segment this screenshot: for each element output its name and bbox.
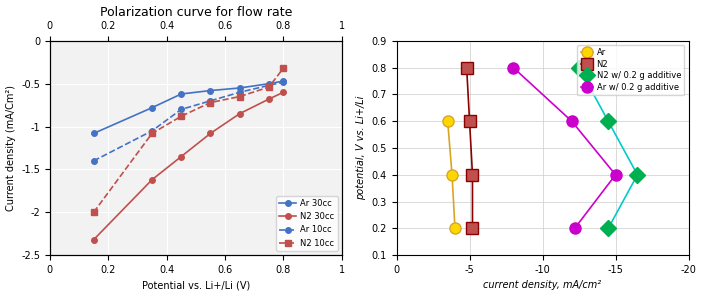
N2 30cc	[265, 97, 273, 101]
Line: N2 30cc: N2 30cc	[91, 89, 286, 242]
Ar 30cc	[89, 132, 98, 135]
Line: Ar w/ 0.2 g additive: Ar w/ 0.2 g additive	[508, 62, 621, 234]
Ar 10cc	[235, 91, 244, 94]
Legend: Ar, N2, N2 w/ 0.2 g additive, Ar w/ 0.2 g additive: Ar, N2, N2 w/ 0.2 g additive, Ar w/ 0.2 …	[577, 45, 684, 95]
N2 w/ 0.2 g additive	[604, 119, 612, 123]
Ar 10cc	[265, 84, 273, 87]
N2 10cc	[206, 101, 215, 104]
N2	[468, 173, 477, 177]
Line: N2 10cc: N2 10cc	[91, 65, 286, 215]
N2 10cc	[265, 85, 273, 89]
Ar 10cc	[177, 108, 185, 111]
N2	[468, 227, 477, 230]
Ar	[448, 173, 456, 177]
N2	[465, 119, 474, 123]
Ar 10cc	[89, 159, 98, 163]
Line: Ar: Ar	[442, 116, 461, 234]
Line: Ar 30cc: Ar 30cc	[91, 78, 286, 136]
N2	[463, 66, 471, 69]
Line: N2: N2	[461, 62, 478, 234]
N2 w/ 0.2 g additive	[633, 173, 642, 177]
Ar 30cc	[235, 86, 244, 90]
Ar w/ 0.2 g additive	[567, 119, 576, 123]
Ar 30cc	[148, 106, 157, 110]
Ar 30cc	[265, 82, 273, 86]
Ar	[444, 119, 452, 123]
Ar	[451, 227, 459, 230]
Ar 10cc	[206, 99, 215, 103]
Y-axis label: Current density (mA/Cm²): Current density (mA/Cm²)	[6, 85, 15, 211]
N2 30cc	[279, 91, 288, 94]
X-axis label: Potential vs. Li+/Li (V): Potential vs. Li+/Li (V)	[142, 280, 250, 290]
Ar w/ 0.2 g additive	[611, 173, 620, 177]
Line: Ar 10cc: Ar 10cc	[91, 79, 286, 164]
Y-axis label: potential, V vs. Li+/Li: potential, V vs. Li+/Li	[356, 96, 366, 200]
N2 w/ 0.2 g additive	[575, 66, 583, 69]
Ar 10cc	[148, 129, 157, 133]
Ar w/ 0.2 g additive	[509, 66, 517, 69]
Ar 30cc	[206, 89, 215, 92]
Legend: Ar 30cc, N2 30cc, Ar 10cc, N2 10cc: Ar 30cc, N2 30cc, Ar 10cc, N2 10cc	[276, 196, 338, 251]
N2 10cc	[235, 95, 244, 98]
N2 10cc	[148, 132, 157, 135]
N2 30cc	[177, 155, 185, 158]
N2 10cc	[279, 67, 288, 70]
N2 10cc	[89, 210, 98, 214]
Ar 10cc	[279, 80, 288, 84]
N2 30cc	[206, 132, 215, 135]
N2 30cc	[89, 238, 98, 242]
Title: Polarization curve for flow rate: Polarization curve for flow rate	[100, 6, 292, 19]
Ar 30cc	[279, 79, 288, 83]
Ar 30cc	[177, 92, 185, 96]
N2 w/ 0.2 g additive	[604, 227, 612, 230]
N2 10cc	[177, 115, 185, 118]
Ar w/ 0.2 g additive	[571, 227, 579, 230]
N2 30cc	[148, 178, 157, 181]
X-axis label: current density, mA/cm²: current density, mA/cm²	[484, 280, 602, 290]
N2 30cc	[235, 112, 244, 115]
Line: N2 w/ 0.2 g additive: N2 w/ 0.2 g additive	[574, 62, 643, 234]
